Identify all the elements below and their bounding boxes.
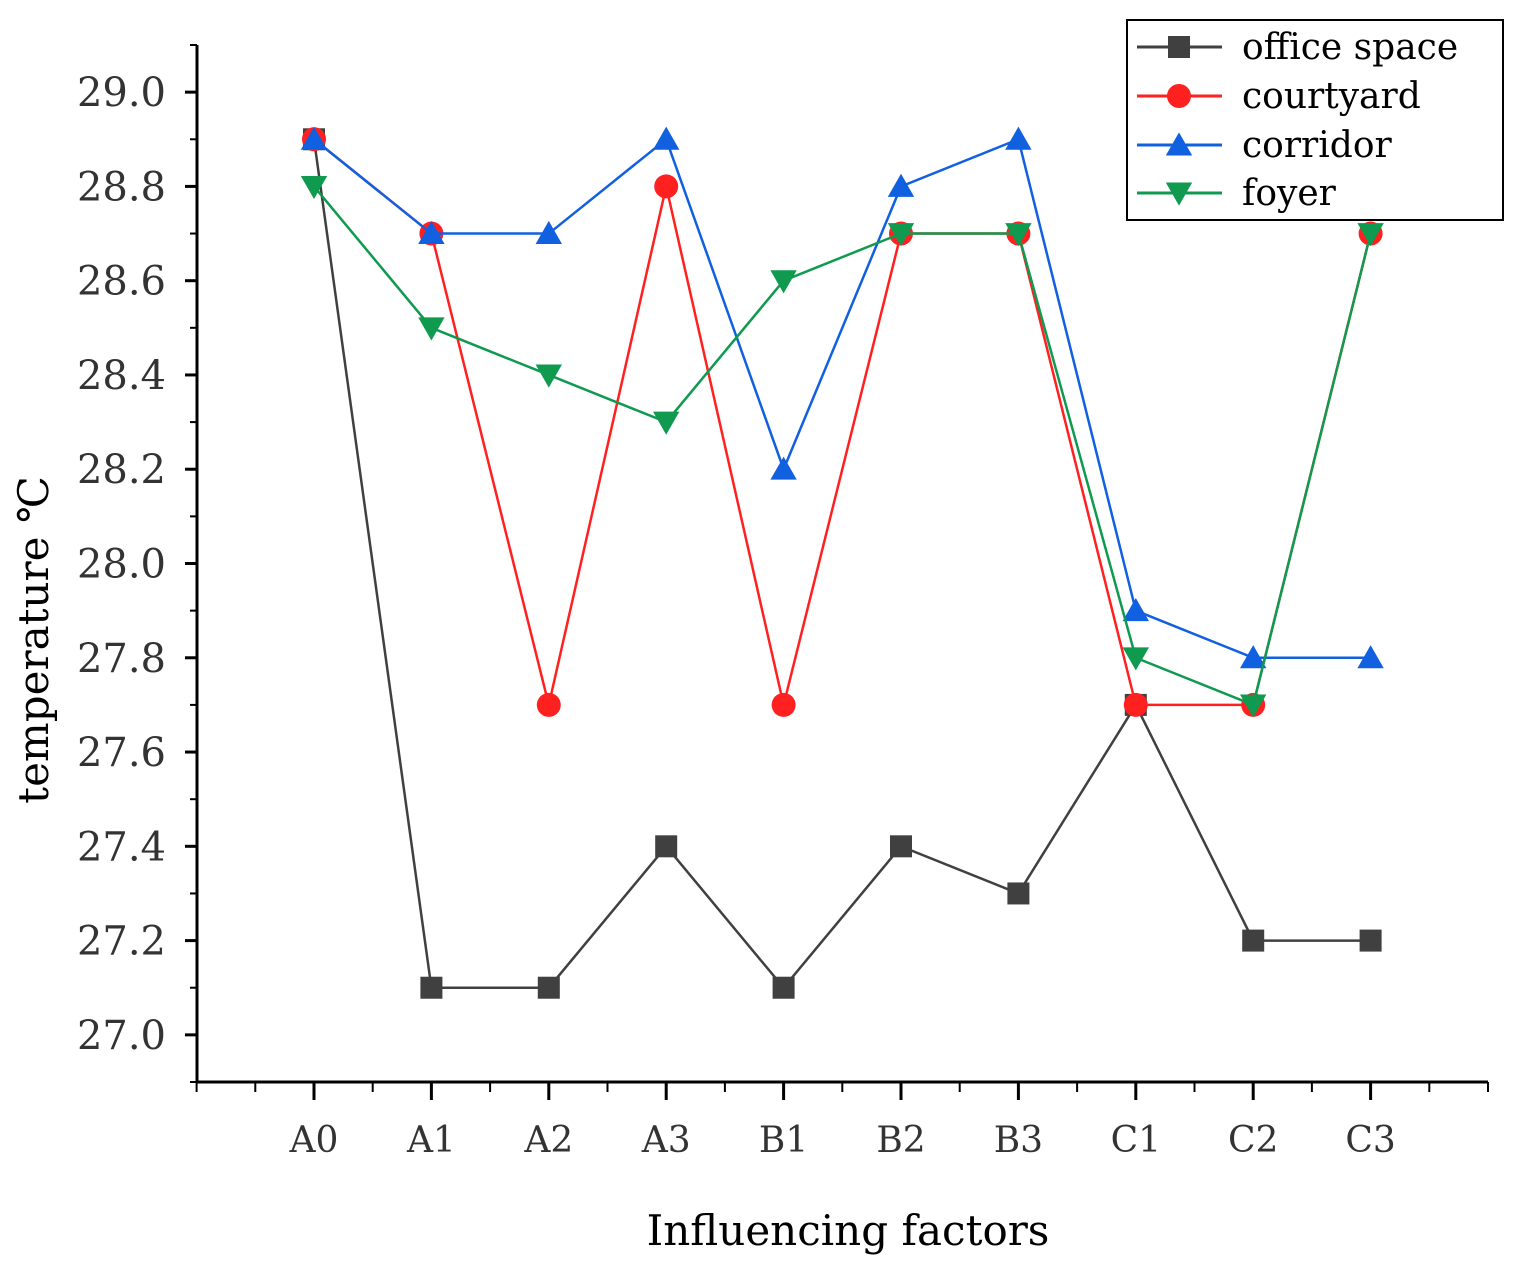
y-tick-label: 28.8 bbox=[77, 164, 166, 210]
data-point-foyer bbox=[770, 270, 797, 294]
y-tick-label: 27.2 bbox=[77, 919, 166, 965]
data-point-corridor bbox=[1122, 597, 1149, 622]
legend-marker-corridor bbox=[1165, 132, 1193, 156]
series-line-corridor bbox=[313, 137, 1371, 660]
data-point-corridor bbox=[1005, 126, 1032, 150]
legend-label-courtyard: courtyard bbox=[1242, 76, 1421, 117]
data-point-office-space bbox=[420, 976, 443, 999]
y-ticks: 27.0 27.2 27.4 27.6 27.8 28.0 28.2 28.4 28.6 28.8… bbox=[77, 44, 197, 1083]
x-tick-label: B1 bbox=[759, 1120, 808, 1161]
data-point-office-space bbox=[655, 835, 678, 858]
x-tick-label: A0 bbox=[289, 1120, 339, 1161]
data-point-corridor bbox=[770, 456, 797, 480]
x-tick-label: C2 bbox=[1228, 1120, 1278, 1161]
data-point-office-space bbox=[1007, 882, 1030, 905]
x-tick-label: B2 bbox=[876, 1120, 925, 1161]
data-point-corridor bbox=[535, 220, 562, 244]
data-point-office-space bbox=[890, 835, 912, 858]
data-point-foyer bbox=[535, 364, 562, 388]
x-tick-label: C3 bbox=[1345, 1120, 1395, 1161]
y-tick-label: 27.8 bbox=[77, 636, 166, 682]
series-foyer bbox=[300, 175, 1384, 718]
legend: office space courtyard corridor foyer bbox=[1126, 19, 1504, 221]
data-point-foyer bbox=[300, 175, 328, 200]
series-corridor bbox=[300, 126, 1384, 669]
y-tick-label: 27.6 bbox=[77, 730, 166, 776]
y-tick-label: 29.0 bbox=[77, 70, 166, 116]
legend-marker-office-space bbox=[1168, 36, 1190, 58]
x-tick-label: A3 bbox=[641, 1120, 691, 1161]
data-point-office-space bbox=[1359, 929, 1382, 952]
data-point-foyer bbox=[653, 411, 680, 435]
x-tick-label: A2 bbox=[523, 1120, 573, 1161]
data-point-foyer bbox=[1005, 223, 1032, 247]
data-point-foyer bbox=[1240, 694, 1267, 718]
x-ticks: A0 A1 A2 A3 B1 B2 B3 C1 C2 C3 bbox=[195, 1082, 1489, 1161]
y-tick-label: 28.0 bbox=[77, 542, 166, 588]
legend-label-office-space: office space bbox=[1242, 27, 1458, 68]
data-point-corridor bbox=[1240, 645, 1267, 669]
x-axis-title: Influencing factors bbox=[647, 1206, 1050, 1255]
legend-marker-foyer bbox=[1165, 182, 1193, 206]
data-point-foyer bbox=[418, 317, 445, 341]
data-point-courtyard bbox=[654, 174, 679, 199]
data-point-corridor bbox=[887, 173, 915, 197]
y-tick-label: 28.4 bbox=[77, 353, 166, 399]
data-point-corridor bbox=[653, 126, 680, 150]
data-point-office-space bbox=[537, 976, 560, 999]
series-office-space bbox=[303, 128, 1382, 999]
data-point-courtyard bbox=[536, 692, 561, 717]
series-line-office-space bbox=[312, 139, 1371, 990]
y-axis-title: temperature ℃ bbox=[9, 476, 58, 804]
data-point-corridor bbox=[1357, 645, 1384, 669]
y-tick-label: 28.6 bbox=[77, 259, 166, 305]
data-point-courtyard bbox=[1123, 692, 1148, 717]
x-tick-label: B3 bbox=[994, 1120, 1043, 1161]
series-line-courtyard bbox=[313, 138, 1372, 707]
data-point-foyer bbox=[887, 223, 915, 247]
legend-label-foyer: foyer bbox=[1242, 173, 1337, 214]
y-tick-label: 27.4 bbox=[77, 824, 166, 870]
y-tick-label: 27.0 bbox=[77, 1013, 166, 1059]
y-tick-label: 28.2 bbox=[77, 447, 166, 493]
data-point-office-space bbox=[772, 976, 795, 999]
data-point-foyer bbox=[1122, 647, 1149, 671]
data-point-corridor bbox=[300, 126, 328, 150]
series-line-foyer bbox=[313, 185, 1372, 707]
series bbox=[300, 126, 1384, 999]
data-point-foyer bbox=[1357, 223, 1384, 247]
x-tick-label: A1 bbox=[406, 1120, 456, 1161]
legend-label-corridor: corridor bbox=[1242, 125, 1392, 166]
data-point-courtyard bbox=[771, 692, 796, 717]
x-tick-label: C1 bbox=[1111, 1120, 1161, 1161]
data-point-corridor bbox=[418, 220, 445, 244]
data-point-office-space bbox=[1242, 929, 1265, 952]
legend-marker-courtyard bbox=[1167, 84, 1191, 108]
